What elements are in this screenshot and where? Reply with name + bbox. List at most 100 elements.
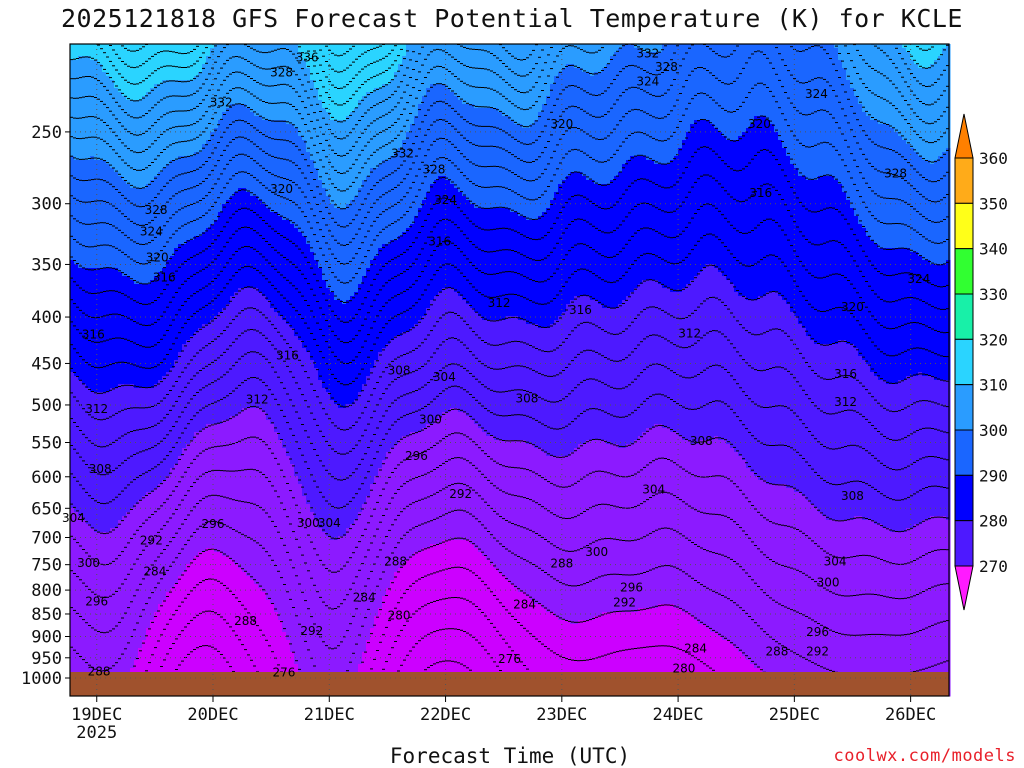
contour-label: 300 <box>77 556 100 570</box>
contour-label: 292 <box>300 624 323 638</box>
colorbar-swatch <box>954 202 974 250</box>
contour-label: 324 <box>805 87 828 101</box>
contour-label: 324 <box>907 272 930 286</box>
y-tick-label: 500 <box>31 396 62 416</box>
contour-label: 280 <box>672 661 695 675</box>
contour-label: 308 <box>690 434 713 448</box>
contour-label: 304 <box>824 555 847 569</box>
colorbar-label: 270 <box>979 557 1008 576</box>
contour-label: 324 <box>434 193 457 207</box>
y-tick-label: 900 <box>31 627 62 647</box>
contour-label: 296 <box>85 594 108 608</box>
contour-label: 284 <box>513 598 536 612</box>
y-tick-label: 300 <box>31 195 62 215</box>
x-axis-label: Forecast Time (UTC) <box>389 744 631 768</box>
colorbar-label: 340 <box>979 240 1008 259</box>
contour-label: 316 <box>153 271 176 285</box>
colorbar-swatch <box>954 384 974 431</box>
plot-frame <box>69 43 950 697</box>
contour-label: 288 <box>234 614 257 628</box>
contour-label: 320 <box>270 182 293 196</box>
colorbar-label: 280 <box>979 512 1008 531</box>
colorbar-label: 290 <box>979 466 1008 485</box>
contour-label: 292 <box>806 645 829 659</box>
contour-label: 308 <box>388 363 411 377</box>
contour-label: 276 <box>498 652 521 666</box>
x-tick-year: 2025 <box>76 723 117 743</box>
y-tick-label: 450 <box>31 354 62 374</box>
contour-label: 288 <box>88 665 111 679</box>
contour-label: 300 <box>585 545 608 559</box>
contour-label: 320 <box>550 117 573 131</box>
contour-label: 304 <box>62 511 85 525</box>
y-tick-label: 950 <box>31 649 62 669</box>
theta-field <box>70 44 951 697</box>
colorbar-label: 300 <box>979 421 1008 440</box>
y-tick-label: 350 <box>31 255 62 275</box>
contour-label: 312 <box>678 326 701 340</box>
contour-label: 280 <box>388 608 411 622</box>
colorbar-swatch <box>954 248 974 295</box>
x-tick-label: 19DEC <box>71 705 122 725</box>
contour-label: 296 <box>620 581 643 595</box>
grid-lines <box>70 44 949 696</box>
terrain-ground <box>70 672 949 696</box>
contour-label: 316 <box>276 348 299 362</box>
contour-label: 312 <box>85 402 108 416</box>
contour-label: 312 <box>488 296 511 310</box>
x-tick-label: 21DEC <box>304 705 355 725</box>
colorbar-swatch <box>954 157 974 204</box>
contour-label: 276 <box>272 665 295 679</box>
contour-label: 304 <box>318 516 341 530</box>
contour-lines <box>70 43 949 681</box>
contour-label: 288 <box>550 557 573 571</box>
contour-label: 288 <box>384 555 407 569</box>
contour-label: 308 <box>89 462 112 476</box>
contour-label: 284 <box>143 564 166 578</box>
y-tick-label: 550 <box>31 433 62 453</box>
x-tick-label: 26DEC <box>885 705 936 725</box>
contour-label: 300 <box>817 576 840 590</box>
contour-label: 332 <box>391 146 414 160</box>
y-tick-label: 850 <box>31 605 62 625</box>
colorbar-label: 350 <box>979 194 1008 213</box>
y-tick-label: 250 <box>31 123 62 143</box>
colorbar-bottom-arrow <box>954 565 974 611</box>
contour-label: 292 <box>449 487 472 501</box>
contour-label: 328 <box>884 167 907 181</box>
colorbar-swatch <box>954 338 974 386</box>
contour-label: 316 <box>428 234 451 248</box>
contour-label: 292 <box>140 533 163 547</box>
contour-label: 284 <box>684 642 707 656</box>
chart-title: 2025121818 GFS Forecast Potential Temper… <box>61 4 963 33</box>
contour-label: 296 <box>806 625 829 639</box>
contour-label: 312 <box>246 392 269 406</box>
contour-label: 308 <box>841 489 864 503</box>
credit-link[interactable]: coolwx.com/models <box>833 746 1016 766</box>
y-tick-label: 700 <box>31 528 62 548</box>
x-tick-label: 20DEC <box>187 705 238 725</box>
contour-label: 300 <box>297 516 320 530</box>
contour-label: 324 <box>636 75 659 89</box>
contour-label: 320 <box>841 300 864 314</box>
contour-label: 316 <box>569 303 592 317</box>
contour-label: 328 <box>655 60 678 74</box>
colorbar-top-arrow <box>954 113 974 159</box>
contour-label: 320 <box>748 117 771 131</box>
y-tick-label: 400 <box>31 308 62 328</box>
contour-label: 336 <box>296 51 319 65</box>
x-tick-label: 24DEC <box>652 705 703 725</box>
contour-label: 304 <box>433 370 456 384</box>
colorbar-label: 330 <box>979 285 1008 304</box>
contour-label: 284 <box>353 590 376 604</box>
y-tick-label: 750 <box>31 556 62 576</box>
contour-label: 288 <box>765 645 788 659</box>
contour-label: 320 <box>146 251 169 265</box>
colorbar-label: 320 <box>979 330 1008 349</box>
y-tick-label: 800 <box>31 581 62 601</box>
x-tick-label: 22DEC <box>420 705 471 725</box>
y-tick-label: 650 <box>31 499 62 519</box>
contour-label: 296 <box>202 517 225 531</box>
contour-label: 332 <box>210 95 233 109</box>
